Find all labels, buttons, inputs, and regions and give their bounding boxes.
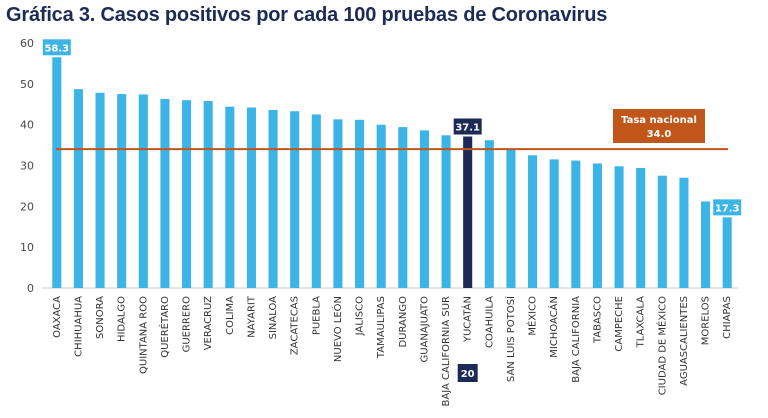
bar	[290, 111, 300, 288]
bar	[203, 100, 213, 288]
bar	[268, 109, 278, 288]
x-tick-label: QUERÉTARO	[158, 296, 171, 358]
bar	[246, 107, 256, 289]
x-tick-label: CHIHUAHUA	[73, 296, 84, 357]
bar	[701, 201, 711, 288]
rank-badge	[457, 364, 478, 382]
bar	[225, 106, 235, 288]
x-tick-label: BAJA CALIFORNIA	[571, 296, 582, 383]
bar	[592, 163, 602, 288]
y-tick-label: 60	[20, 37, 34, 50]
x-tick-label: VERACRUZ	[203, 296, 214, 350]
x-tick-label: TLAXCALA	[636, 296, 647, 348]
x-tick-label: DURANGO	[398, 296, 409, 348]
national-rate-box	[613, 109, 705, 143]
bar	[311, 114, 321, 288]
x-tick-label: SAN LUIS POTOSÍ	[504, 296, 517, 382]
bar	[117, 94, 127, 289]
bar	[571, 160, 581, 288]
y-tick-label: 10	[20, 241, 34, 254]
bar	[722, 217, 732, 288]
y-tick-label: 40	[20, 119, 34, 132]
national-rate-value: 34.0	[647, 129, 672, 140]
x-tick-label: NAYARIT	[246, 295, 257, 338]
x-tick-label: SINALOA	[268, 296, 279, 340]
x-tick-label: QUINTANA ROO	[138, 296, 149, 374]
x-tick-label: CAMPECHE	[614, 296, 625, 352]
bar	[679, 177, 689, 288]
x-tick-label: SONORA	[95, 296, 106, 339]
x-tick-label: YUCATÁN	[461, 296, 474, 343]
bar	[441, 135, 451, 288]
x-tick-label: OAXACA	[52, 296, 63, 338]
value-label-first-box	[42, 39, 71, 56]
x-tick-label: JALISCO	[355, 296, 366, 336]
bar	[484, 140, 494, 288]
x-tick-label: GUANAJUATO	[419, 296, 430, 363]
bar	[376, 124, 386, 289]
value-label-highlight-box	[453, 118, 482, 135]
x-tick-label: ZACATECAS	[290, 296, 301, 355]
bar	[528, 155, 538, 288]
x-tick-label: GUERRERO	[182, 296, 193, 353]
bar	[355, 119, 365, 289]
value-label-last-box	[713, 199, 742, 216]
x-tick-label: NUEVO LEÓN	[331, 296, 344, 362]
bar	[95, 92, 105, 288]
bar	[182, 100, 192, 289]
x-tick-label: COAHUILA	[484, 296, 495, 348]
y-tick-label: 20	[20, 200, 34, 213]
x-tick-label: MICHOACÁN	[547, 296, 560, 358]
bar	[463, 136, 473, 288]
x-tick-label: TABASCO	[592, 296, 603, 344]
x-tick-label: AGUASCALIENTES	[679, 296, 690, 386]
x-tick-label: PUEBLA	[311, 296, 322, 335]
value-label-last: 17.3	[715, 203, 740, 214]
x-tick-label: MÉXICO	[526, 296, 539, 336]
bar	[333, 119, 343, 288]
bar	[160, 98, 170, 288]
bar	[636, 167, 646, 288]
bar	[419, 130, 429, 288]
bar	[614, 166, 624, 288]
value-label-first: 58.3	[44, 43, 69, 54]
x-tick-label: MORELOS	[701, 296, 712, 345]
y-tick-label: 30	[20, 160, 34, 173]
chart-title: Gráfica 3. Casos positivos por cada 100 …	[6, 4, 608, 26]
national-rate-label: Tasa nacional	[621, 115, 697, 126]
y-tick-label: 50	[20, 78, 34, 91]
x-tick-label: CIUDAD DE MÉXICO	[655, 296, 668, 395]
rank-badge-label: 20	[461, 369, 475, 380]
x-tick-label: HIDALGO	[117, 296, 128, 342]
bar	[398, 127, 408, 288]
x-tick-label: CHIAPAS	[722, 296, 733, 339]
x-tick-label: COLIMA	[225, 296, 236, 335]
value-label-highlight: 37.1	[455, 123, 480, 134]
bar	[73, 89, 83, 289]
y-tick-label: 0	[27, 282, 34, 295]
bar	[138, 94, 148, 288]
x-tick-label: TAMAULIPAS	[376, 296, 387, 359]
bar	[657, 175, 667, 288]
bar	[52, 57, 62, 288]
x-tick-label: BAJA CALIFORNIA SUR	[441, 296, 452, 407]
bar	[549, 159, 559, 288]
bar	[506, 149, 516, 288]
